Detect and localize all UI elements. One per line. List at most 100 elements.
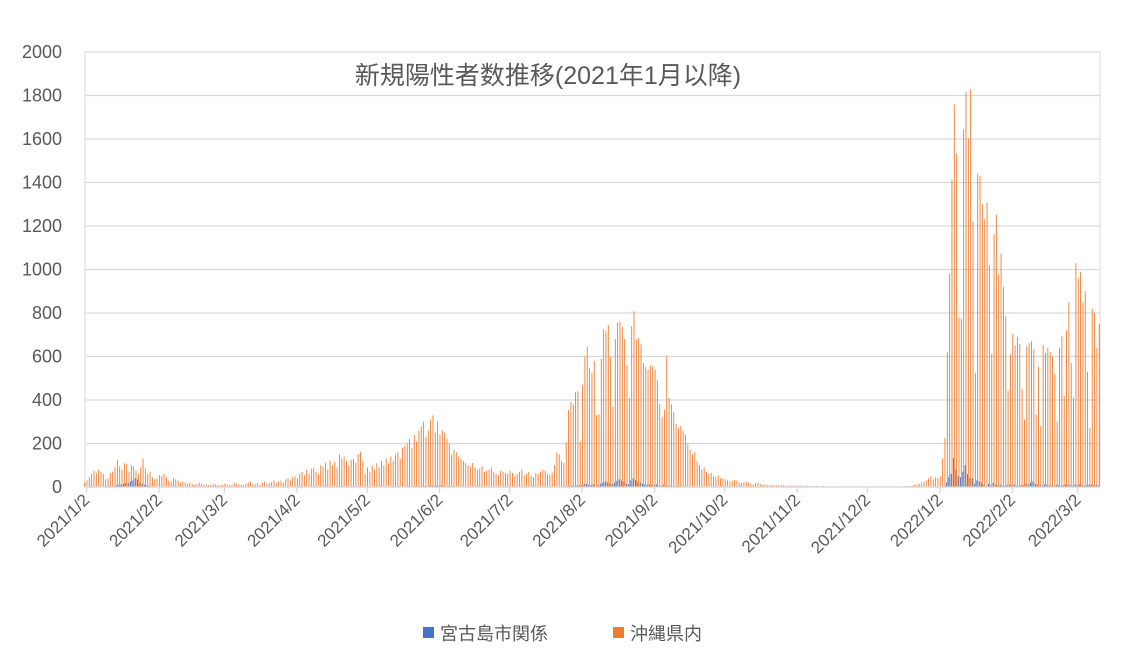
bar-okinawa bbox=[451, 454, 453, 487]
bar-okinawa bbox=[231, 484, 233, 487]
bar-okinawa bbox=[280, 480, 282, 487]
bar-miyako bbox=[1067, 484, 1069, 487]
bar-okinawa bbox=[956, 153, 958, 487]
bar-miyako bbox=[590, 485, 592, 487]
bar-okinawa bbox=[105, 479, 107, 487]
bar-miyako bbox=[422, 485, 424, 487]
bar-okinawa bbox=[278, 481, 280, 487]
bar-okinawa bbox=[694, 452, 696, 487]
bar-okinawa bbox=[135, 470, 137, 487]
bar-okinawa bbox=[233, 482, 235, 487]
bar-okinawa bbox=[773, 485, 775, 487]
bar-okinawa bbox=[633, 311, 635, 487]
bar-okinawa bbox=[474, 467, 476, 487]
bar-okinawa bbox=[317, 473, 319, 487]
bar-okinawa bbox=[315, 471, 317, 487]
bar-okinawa bbox=[388, 463, 389, 487]
bar-miyako bbox=[130, 481, 131, 487]
bar-okinawa bbox=[654, 369, 656, 487]
bar-miyako bbox=[592, 484, 594, 487]
bar-okinawa bbox=[500, 470, 502, 487]
bar-okinawa bbox=[217, 484, 219, 487]
bar-okinawa bbox=[432, 415, 434, 487]
bar-okinawa bbox=[790, 485, 792, 487]
bar-okinawa bbox=[406, 443, 408, 487]
bar-miyako bbox=[134, 478, 136, 487]
bar-okinawa bbox=[322, 466, 324, 487]
bar-okinawa bbox=[1063, 395, 1065, 487]
bar-okinawa bbox=[189, 482, 191, 487]
bar-okinawa bbox=[156, 478, 158, 487]
bar-miyako bbox=[976, 480, 978, 487]
bar-miyako bbox=[440, 485, 442, 487]
legend-swatch-miyako bbox=[423, 627, 434, 638]
bar-miyako bbox=[637, 481, 639, 487]
bar-okinawa bbox=[591, 372, 593, 487]
bar-okinawa bbox=[486, 470, 488, 487]
bar-miyako bbox=[1048, 485, 1050, 487]
y-tick-label: 1200 bbox=[22, 216, 62, 236]
bar-okinawa bbox=[467, 465, 469, 487]
bar-okinawa bbox=[918, 483, 920, 487]
bar-okinawa bbox=[458, 456, 460, 487]
bar-okinawa bbox=[93, 470, 95, 487]
bar-okinawa bbox=[273, 480, 275, 487]
bar-miyako bbox=[1037, 484, 1039, 487]
bar-okinawa bbox=[659, 404, 661, 487]
bar-okinawa bbox=[493, 471, 495, 487]
bar-okinawa bbox=[95, 472, 97, 487]
bar-okinawa bbox=[1007, 390, 1009, 487]
bar-okinawa bbox=[549, 475, 551, 487]
bar-miyako bbox=[1030, 482, 1032, 487]
bar-okinawa bbox=[404, 445, 406, 487]
bar-okinawa bbox=[455, 452, 457, 487]
legend-label-miyako: 宮古島市関係 bbox=[440, 624, 548, 644]
bar-okinawa bbox=[778, 485, 780, 487]
bar-okinawa bbox=[254, 484, 256, 487]
bar-okinawa bbox=[558, 454, 560, 487]
bar-okinawa bbox=[967, 138, 969, 487]
bar-okinawa bbox=[696, 460, 698, 487]
bar-okinawa bbox=[769, 485, 771, 487]
bar-okinawa bbox=[528, 471, 530, 487]
bar-okinawa bbox=[1080, 271, 1082, 487]
bar-okinawa bbox=[1000, 253, 1002, 487]
bar-okinawa bbox=[282, 482, 284, 487]
bar-miyako bbox=[604, 481, 606, 487]
bar-okinawa bbox=[201, 483, 202, 487]
bar-okinawa bbox=[963, 129, 965, 487]
bar-okinawa bbox=[88, 477, 90, 487]
bar-okinawa bbox=[628, 397, 630, 487]
bar-okinawa bbox=[198, 482, 200, 487]
bar-okinawa bbox=[266, 483, 268, 487]
bar-miyako bbox=[585, 483, 587, 487]
bar-okinawa bbox=[1091, 308, 1093, 487]
bar-okinawa bbox=[974, 372, 976, 487]
bar-miyako bbox=[978, 481, 980, 487]
bar-okinawa bbox=[275, 483, 277, 487]
bar-okinawa bbox=[743, 482, 745, 487]
bar-okinawa bbox=[161, 476, 163, 487]
bar-okinawa bbox=[490, 467, 492, 487]
bar-okinawa bbox=[420, 426, 422, 487]
bar-okinawa bbox=[1047, 347, 1049, 487]
bar-miyako bbox=[990, 485, 992, 487]
bar-okinawa bbox=[1023, 419, 1025, 487]
bar-miyako bbox=[613, 482, 615, 487]
bar-okinawa bbox=[222, 484, 223, 487]
bar-okinawa bbox=[939, 476, 941, 487]
bar-okinawa bbox=[652, 366, 654, 487]
bar-okinawa bbox=[392, 460, 394, 487]
bar-okinawa bbox=[792, 485, 794, 487]
bar-okinawa bbox=[979, 176, 981, 487]
bar-okinawa bbox=[745, 481, 747, 487]
bar-okinawa bbox=[130, 465, 132, 487]
bar-okinawa bbox=[1019, 343, 1021, 487]
bar-miyako bbox=[964, 465, 966, 487]
bar-okinawa bbox=[703, 467, 705, 487]
bar-okinawa bbox=[444, 432, 446, 487]
bar-miyako bbox=[642, 483, 643, 487]
bar-okinawa bbox=[413, 434, 415, 487]
bar-okinawa bbox=[425, 436, 427, 487]
bar-okinawa bbox=[348, 465, 350, 487]
